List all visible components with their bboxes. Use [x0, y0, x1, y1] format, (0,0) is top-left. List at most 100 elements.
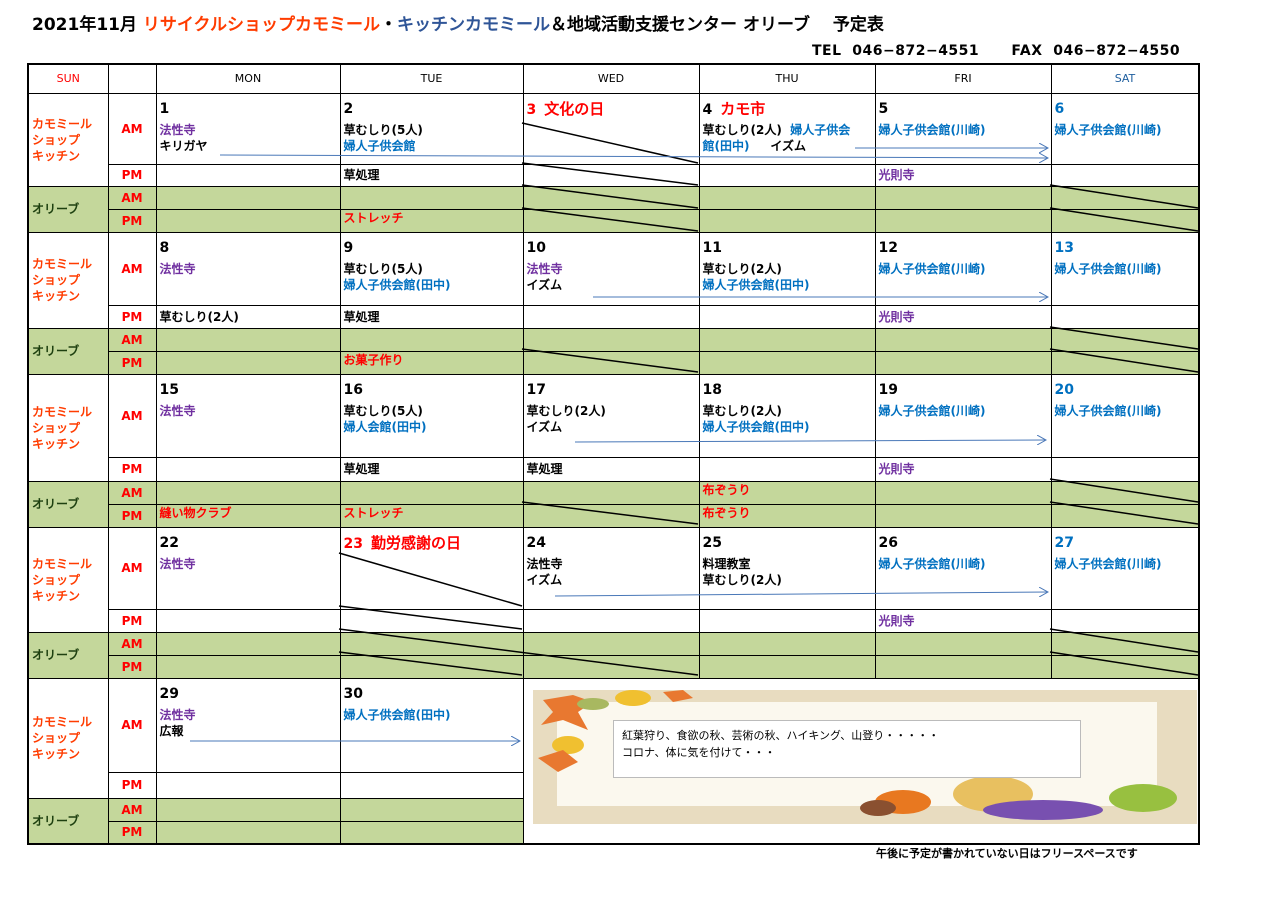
day-cell-opm[interactable]: [155, 350, 341, 375]
day-cell-opm[interactable]: [522, 654, 700, 679]
day-cell-am[interactable]: 1 法性寺 キリガヤ: [155, 92, 341, 165]
day-cell-pm[interactable]: 光則寺: [874, 456, 1052, 482]
day-cell-pm[interactable]: 草処理: [522, 456, 700, 482]
day-cell-opm[interactable]: [1050, 350, 1200, 375]
day-cell-opm[interactable]: [1050, 503, 1200, 528]
day-cell-oam[interactable]: [698, 631, 876, 656]
day-cell-opm[interactable]: [698, 350, 876, 375]
day-cell-opm[interactable]: [339, 654, 524, 679]
day-cell-oam[interactable]: [155, 185, 341, 210]
day-cell-am[interactable]: 15 法性寺: [155, 373, 341, 458]
day-cell-pm[interactable]: [522, 608, 700, 633]
day-cell-oam[interactable]: [1050, 185, 1200, 210]
day-cell-am[interactable]: 5 婦人子供会館(川崎): [874, 92, 1052, 165]
day-cell-oam[interactable]: [339, 797, 524, 822]
day-cell-opm[interactable]: [155, 654, 341, 679]
day-cell-am[interactable]: 24 法性寺 イズム: [522, 526, 700, 610]
day-cell-oam[interactable]: [1050, 327, 1200, 352]
day-cell-oam[interactable]: [698, 327, 876, 352]
day-cell-am[interactable]: 9 草むしり(5人) 婦人子供会館(田中): [339, 231, 524, 306]
day-cell-opm[interactable]: [155, 208, 341, 233]
day-cell-oam[interactable]: [339, 480, 524, 505]
day-cell-pm[interactable]: [1050, 608, 1200, 633]
day-cell-pm[interactable]: [1050, 163, 1200, 187]
day-cell-pm[interactable]: [155, 163, 341, 187]
day-cell-pm[interactable]: [698, 456, 876, 482]
day-cell-am[interactable]: 13 婦人子供会館(川崎): [1050, 231, 1200, 306]
day-cell-pm[interactable]: 光則寺: [874, 163, 1052, 187]
day-cell-oam[interactable]: [522, 327, 700, 352]
day-cell-opm[interactable]: [874, 503, 1052, 528]
day-cell-pm[interactable]: [698, 304, 876, 329]
day-cell-pm[interactable]: 草むしり(2人): [155, 304, 341, 329]
day-cell-am[interactable]: 3 文化の日: [522, 92, 700, 165]
day-cell-pm[interactable]: [1050, 456, 1200, 482]
day-cell-opm[interactable]: [339, 820, 524, 845]
day-cell-pm[interactable]: 草処理: [339, 456, 524, 482]
day-cell-am[interactable]: 29 法性寺 広報: [155, 677, 341, 773]
day-cell-opm[interactable]: ストレッチ: [339, 503, 524, 528]
day-cell-pm[interactable]: [339, 771, 524, 799]
day-cell-oam[interactable]: [874, 480, 1052, 505]
day-cell-oam[interactable]: [874, 631, 1052, 656]
day-cell-opm[interactable]: [698, 208, 876, 233]
day-cell-am[interactable]: 2 草むしり(5人) 婦人子供会館: [339, 92, 524, 165]
day-cell-oam[interactable]: [339, 327, 524, 352]
day-cell-oam[interactable]: [155, 480, 341, 505]
day-cell-opm[interactable]: [1050, 208, 1200, 233]
day-cell-opm[interactable]: [522, 208, 700, 233]
day-cell-oam[interactable]: [522, 631, 700, 656]
day-cell-pm[interactable]: [155, 771, 341, 799]
day-cell-am[interactable]: 23 勤労感謝の日: [339, 526, 524, 610]
day-cell-pm[interactable]: 草処理: [339, 163, 524, 187]
day-cell-opm[interactable]: [1050, 654, 1200, 679]
day-cell-opm[interactable]: 縫い物クラブ: [155, 503, 341, 528]
day-cell-opm[interactable]: [698, 654, 876, 679]
day-cell-pm[interactable]: [339, 608, 524, 633]
day-cell-pm[interactable]: 草処理: [339, 304, 524, 329]
day-cell-opm[interactable]: ストレッチ: [339, 208, 524, 233]
day-cell-oam[interactable]: [698, 185, 876, 210]
day-cell-opm[interactable]: [874, 654, 1052, 679]
day-cell-am[interactable]: 12 婦人子供会館(川崎): [874, 231, 1052, 306]
day-cell-opm[interactable]: [874, 350, 1052, 375]
day-cell-am[interactable]: 11 草むしり(2人) 婦人子供会館(田中): [698, 231, 876, 306]
day-cell-am[interactable]: 17 草むしり(2人) イズム: [522, 373, 700, 458]
day-cell-oam[interactable]: 布ぞうり: [698, 480, 876, 505]
day-cell-am[interactable]: 22 法性寺: [155, 526, 341, 610]
day-cell-am[interactable]: 6 婦人子供会館(川崎): [1050, 92, 1200, 165]
day-cell-am[interactable]: 26 婦人子供会館(川崎): [874, 526, 1052, 610]
day-cell-am[interactable]: 10 法性寺 イズム: [522, 231, 700, 306]
day-cell-oam[interactable]: [874, 185, 1052, 210]
day-cell-am[interactable]: 8 法性寺: [155, 231, 341, 306]
day-cell-am[interactable]: 19 婦人子供会館(川崎): [874, 373, 1052, 458]
day-cell-oam[interactable]: [155, 327, 341, 352]
day-cell-pm[interactable]: 光則寺: [874, 608, 1052, 633]
day-cell-opm[interactable]: お菓子作り: [339, 350, 524, 375]
day-cell-oam[interactable]: [1050, 631, 1200, 656]
day-cell-am[interactable]: 4 カモ市 草むしり(2人) 婦人子供会 館(田中) イズム: [698, 92, 876, 165]
day-cell-am[interactable]: 18 草むしり(2人) 婦人子供会館(田中): [698, 373, 876, 458]
day-cell-oam[interactable]: [155, 797, 341, 822]
day-cell-opm[interactable]: [522, 350, 700, 375]
day-cell-opm[interactable]: [874, 208, 1052, 233]
day-cell-oam[interactable]: [155, 631, 341, 656]
day-cell-am[interactable]: 27 婦人子供会館(川崎): [1050, 526, 1200, 610]
day-cell-pm[interactable]: [522, 304, 700, 329]
day-cell-pm[interactable]: [522, 163, 700, 187]
day-cell-opm[interactable]: 布ぞうり: [698, 503, 876, 528]
day-cell-opm[interactable]: [522, 503, 700, 528]
day-cell-am[interactable]: 30 婦人子供会館(田中): [339, 677, 524, 773]
day-cell-am[interactable]: 20 婦人子供会館(川崎): [1050, 373, 1200, 458]
day-cell-oam[interactable]: [1050, 480, 1200, 505]
day-cell-oam[interactable]: [522, 480, 700, 505]
day-cell-oam[interactable]: [522, 185, 700, 210]
day-cell-pm[interactable]: [1050, 304, 1200, 329]
day-cell-pm[interactable]: [698, 608, 876, 633]
day-cell-oam[interactable]: [339, 631, 524, 656]
day-cell-oam[interactable]: [874, 327, 1052, 352]
day-cell-am[interactable]: 16 草むしり(5人) 婦人会館(田中): [339, 373, 524, 458]
day-cell-opm[interactable]: [155, 820, 341, 845]
day-cell-pm[interactable]: [155, 608, 341, 633]
day-cell-pm[interactable]: [698, 163, 876, 187]
